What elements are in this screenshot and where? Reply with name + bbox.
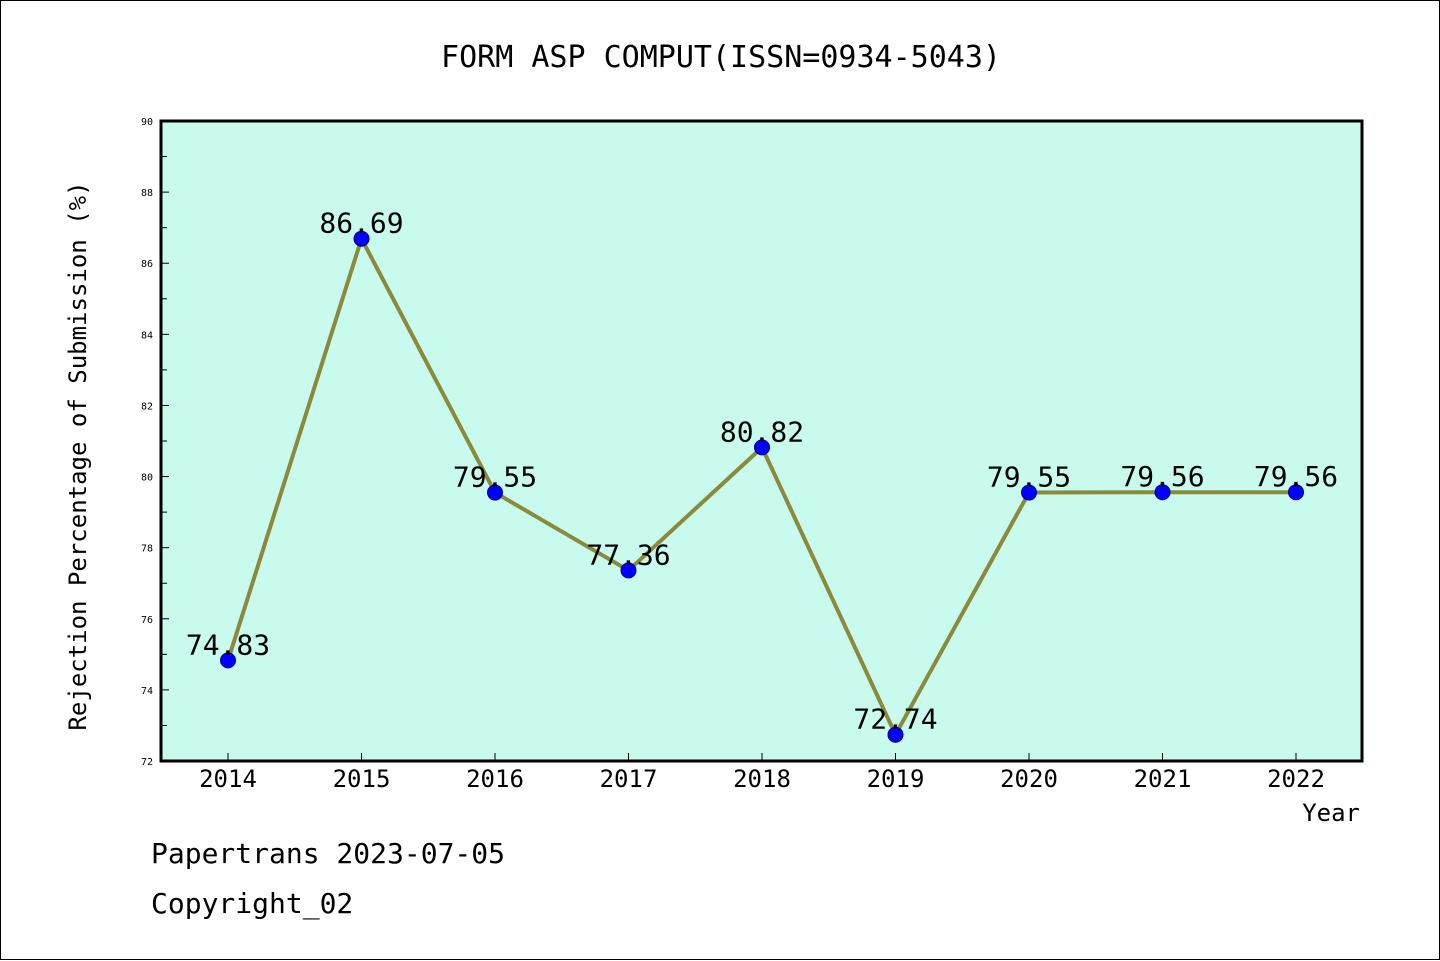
footer-copyright-text: Copyright_02 — [151, 887, 354, 920]
data-point-marker — [487, 484, 503, 501]
data-point-marker — [353, 230, 370, 247]
x-tick-label: 2022 — [1267, 765, 1325, 793]
y-tick-label: 76 — [141, 615, 153, 626]
data-point-marker — [754, 439, 770, 456]
data-point-marker — [1154, 484, 1171, 501]
data-label: 79.56 — [1120, 460, 1204, 493]
data-label-group: 74.83 86.69 79.55 77.36 80.82 72.74 79.55 79.56… — [186, 207, 1338, 736]
x-tick-label: 2017 — [600, 765, 658, 793]
data-label: 74.83 — [186, 628, 270, 661]
data-point-marker — [1021, 484, 1037, 501]
data-label: 77.36 — [586, 538, 670, 571]
x-tick-label: 2021 — [1134, 765, 1192, 793]
footer-date-text: Papertrans 2023-07-05 — [151, 837, 506, 870]
data-point-marker — [887, 726, 904, 743]
y-tick-label: 80 — [141, 473, 153, 484]
data-point-marker — [1288, 484, 1304, 501]
x-tick-label: 2014 — [199, 765, 257, 793]
data-label: 79.55 — [453, 461, 537, 494]
x-tick-label: 2016 — [466, 765, 524, 793]
y-axis: 72 74 76 78 80 82 84 86 88 90 — [141, 117, 169, 768]
data-point-marker — [220, 652, 236, 669]
y-tick-label: 78 — [141, 544, 153, 555]
data-label: 80.82 — [720, 415, 804, 448]
y-tick-label: 88 — [141, 188, 153, 199]
data-label: 86.69 — [319, 207, 403, 240]
x-tick-label: 2015 — [333, 765, 391, 793]
y-tick-label: 82 — [141, 401, 153, 412]
chart-title: FORM ASP COMPUT(ISSN=0934-5043) — [441, 40, 1001, 75]
data-point-marker — [620, 562, 637, 579]
y-tick-label: 86 — [141, 259, 153, 270]
y-tick-label: 74 — [141, 686, 153, 697]
x-tick-label: 2019 — [867, 765, 925, 793]
y-tick-label: 72 — [141, 757, 153, 768]
marker-group — [220, 230, 1304, 743]
y-tick-label: 90 — [141, 117, 153, 128]
x-axis: 2014 2015 2016 2017 2018 2019 2020 2021 2022 — [199, 753, 1325, 793]
x-axis-label: Year — [1302, 799, 1360, 827]
data-label: 79.56 — [1254, 460, 1338, 493]
y-axis-label: Rejection Percentage of Submission (%) — [64, 181, 92, 730]
data-label: 79.55 — [987, 461, 1071, 494]
data-label: 72.74 — [853, 703, 937, 736]
y-tick-label: 84 — [141, 330, 153, 341]
x-tick-label: 2018 — [733, 765, 791, 793]
x-tick-label: 2020 — [1000, 765, 1058, 793]
